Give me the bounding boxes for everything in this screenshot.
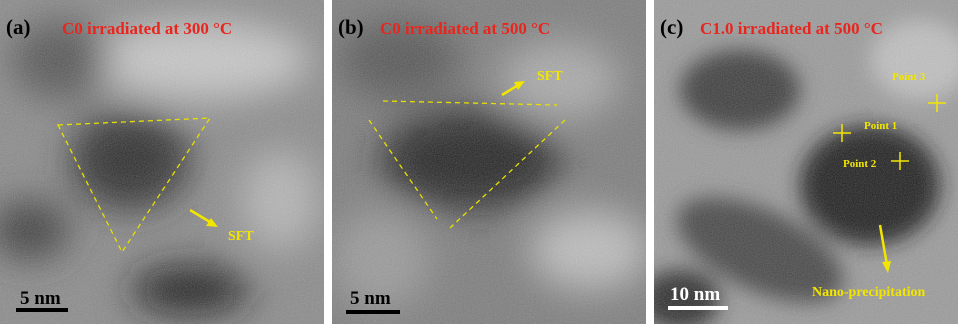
annotation: Nano-precipitation — [812, 285, 926, 300]
scale-bar-label: 5 nm — [20, 288, 61, 309]
scale-bar-label: 5 nm — [350, 288, 391, 309]
annotation: SFT — [537, 69, 563, 84]
panel-b — [330, 0, 650, 324]
point-label: Point 3 — [892, 71, 926, 83]
annotation: SFT — [228, 229, 254, 244]
scale-bar-label: 10 nm — [670, 284, 720, 305]
panel-c — [640, 0, 958, 324]
panel-label: (b) — [338, 15, 364, 39]
panel-label: (a) — [6, 15, 31, 39]
point-label: Point 2 — [843, 158, 877, 170]
point-label: Point 1 — [864, 120, 897, 132]
panel-label: (c) — [660, 15, 683, 39]
figure: (a) C0 irradiated at 300 °C SFT 5 nm (b)… — [0, 0, 958, 324]
panel-title: C0 irradiated at 500 °C — [380, 19, 550, 38]
panel-a — [0, 0, 324, 324]
panel-title: C1.0 irradiated at 500 °C — [700, 19, 883, 38]
panel-title: C0 irradiated at 300 °C — [62, 19, 232, 38]
